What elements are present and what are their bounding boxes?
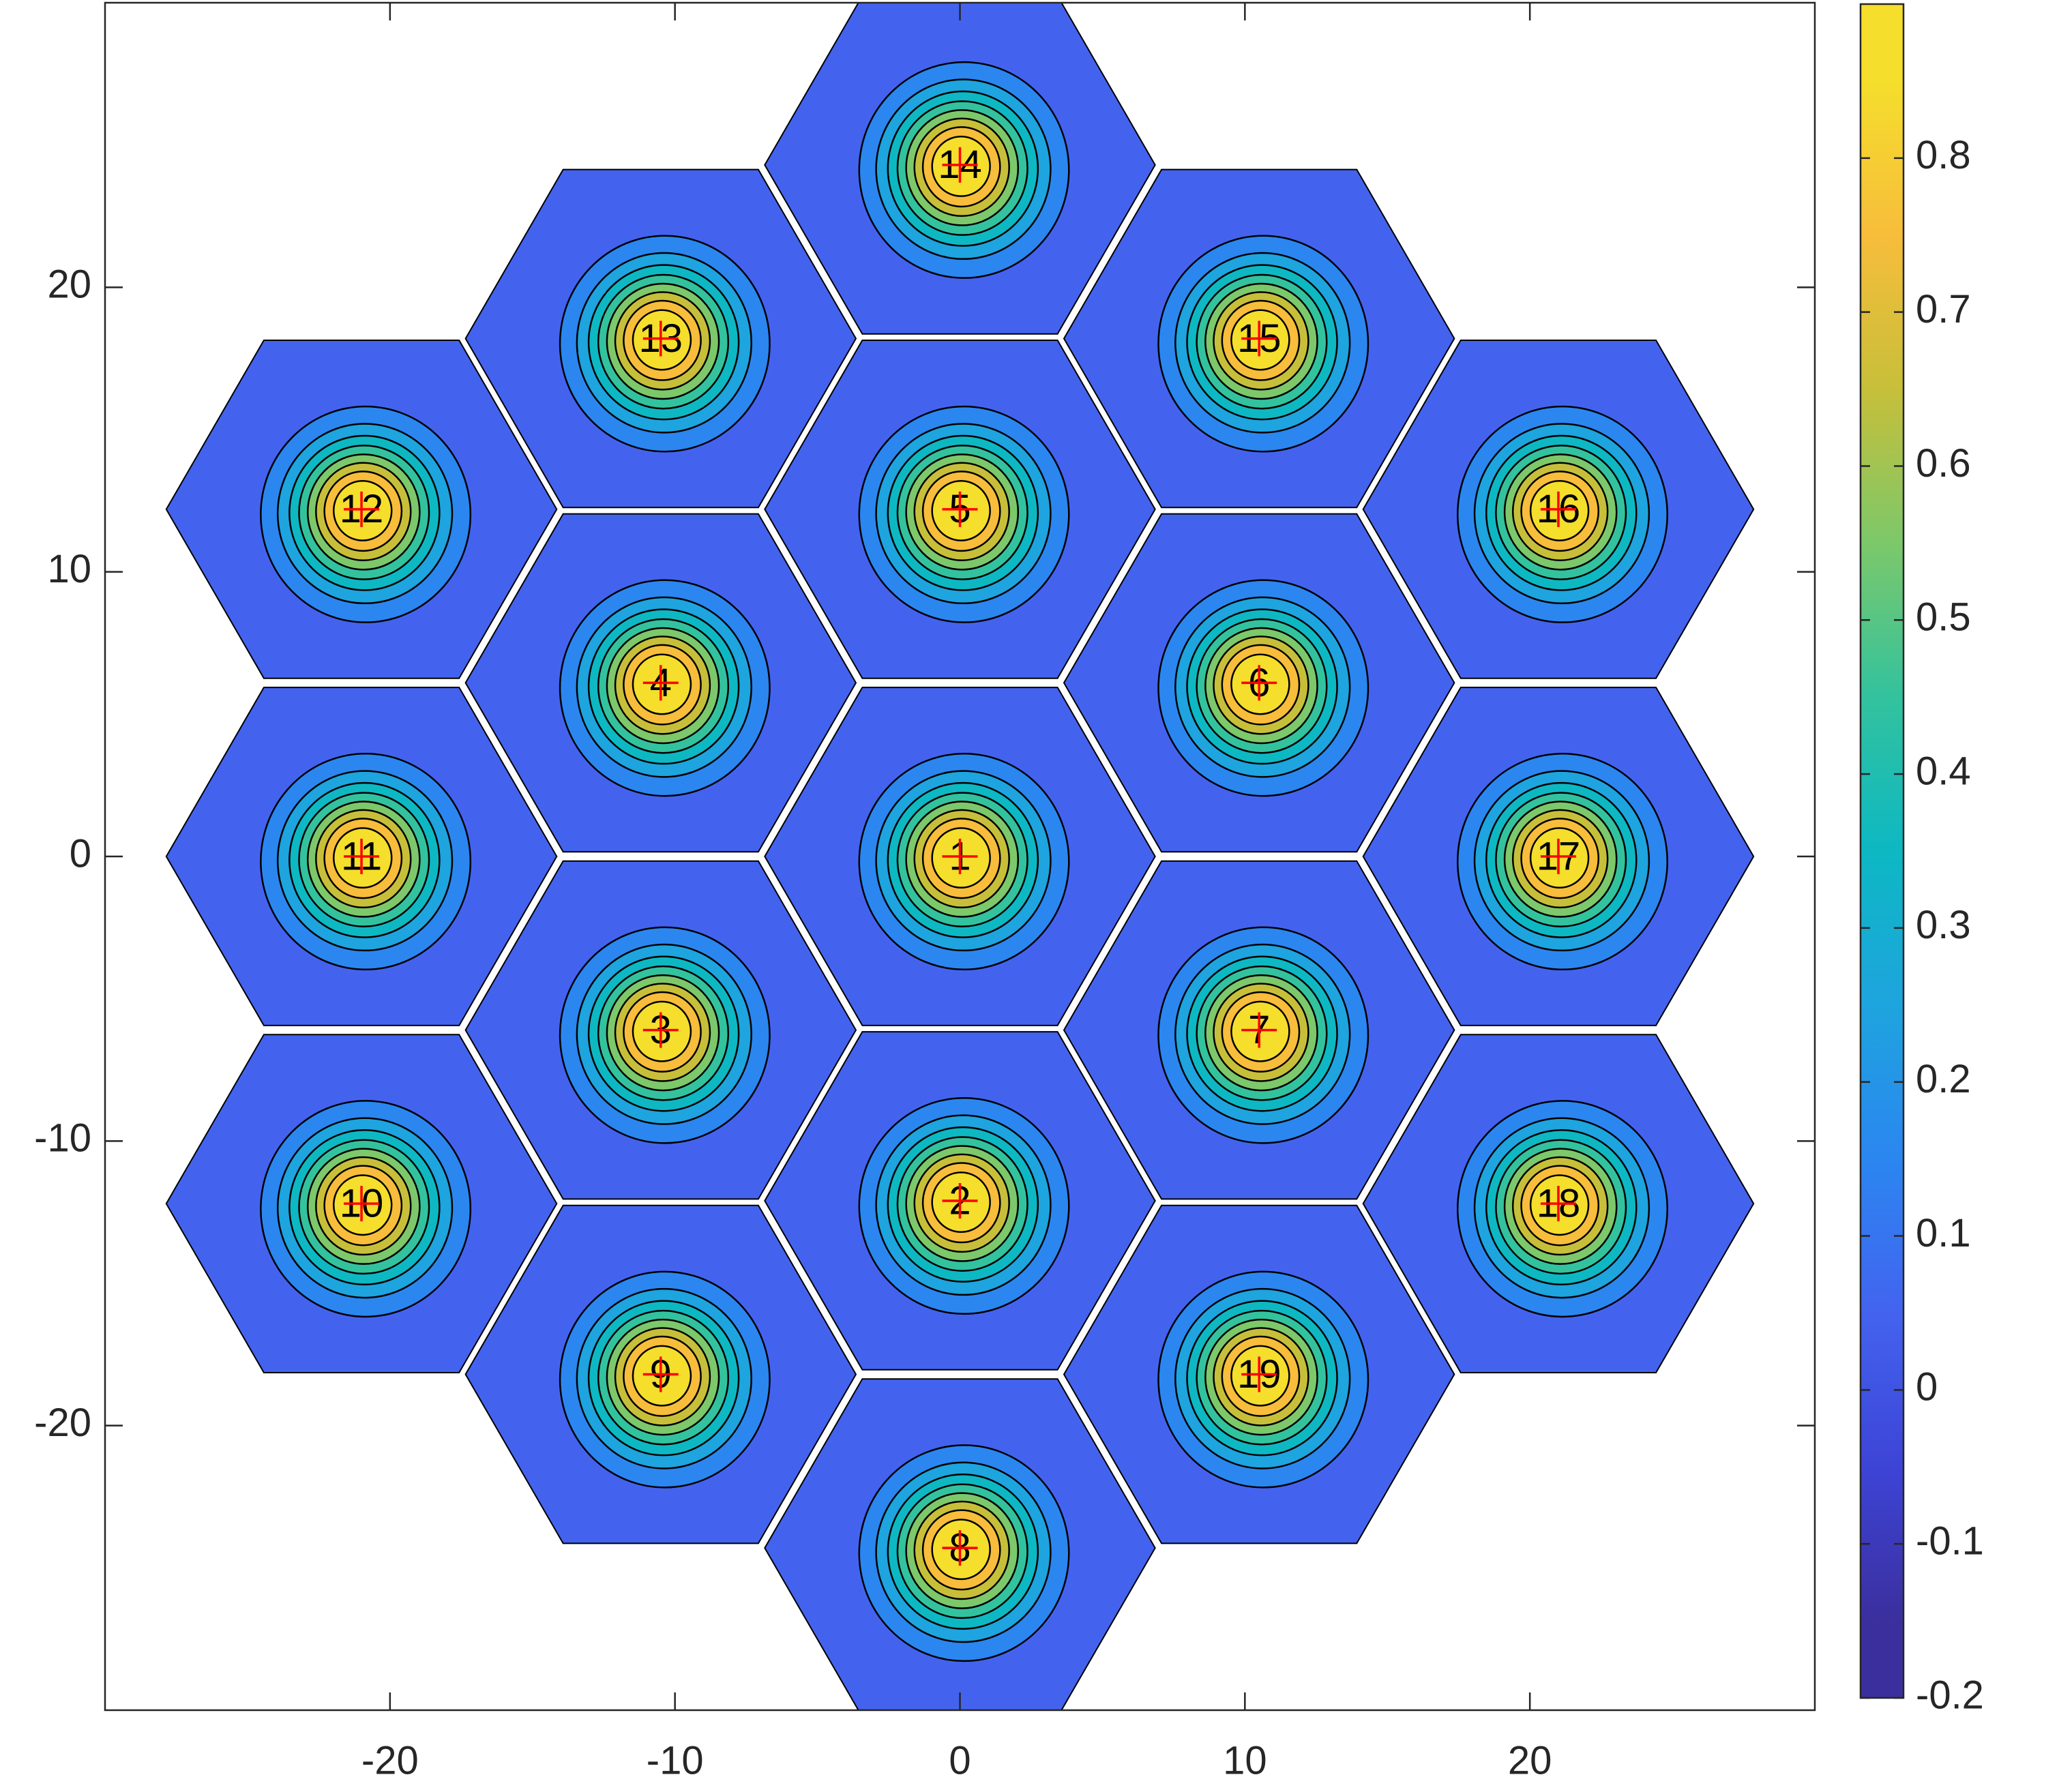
center-marker xyxy=(942,147,978,183)
colorbar-tick-label: 0.1 xyxy=(1916,1211,1971,1255)
center-marker xyxy=(344,839,380,874)
center-marker xyxy=(344,491,380,527)
center-marker xyxy=(642,1012,679,1048)
center-marker xyxy=(942,491,978,527)
center-marker xyxy=(642,1356,679,1392)
center-marker xyxy=(1241,665,1277,701)
center-marker xyxy=(1241,1012,1277,1048)
colorbar xyxy=(1859,3,1905,1699)
center-marker xyxy=(642,665,679,701)
center-marker xyxy=(1540,491,1576,527)
x-tick-label: -20 xyxy=(361,1738,419,1782)
colorbar-tick-label: 0 xyxy=(1916,1365,1938,1409)
center-marker xyxy=(344,1186,380,1222)
colorbar-tick-label: 0.6 xyxy=(1916,441,1971,486)
colorbar-tick-label: -0.1 xyxy=(1916,1519,1984,1564)
x-tick-label: -10 xyxy=(647,1738,704,1782)
center-marker xyxy=(642,320,679,357)
center-marker xyxy=(942,1182,978,1219)
colorbar-tick-label: 0.5 xyxy=(1916,595,1971,640)
center-marker xyxy=(1540,1186,1576,1222)
colorbar-tick-label: 0.7 xyxy=(1916,287,1971,331)
colorbar-tick-label: -0.2 xyxy=(1916,1673,1984,1717)
center-marker xyxy=(1540,839,1576,874)
x-tick-label: 20 xyxy=(1508,1738,1552,1782)
colorbar-tick-label: 0.8 xyxy=(1916,133,1971,177)
x-tick-label: 0 xyxy=(949,1738,971,1782)
center-marker xyxy=(1241,320,1277,357)
colorbar-tick-label: 0.4 xyxy=(1916,749,1971,793)
y-tick-label: -20 xyxy=(34,1401,91,1445)
colorbar-tick-label: 0.2 xyxy=(1916,1057,1971,1101)
colorbar-tick-label: 0.3 xyxy=(1916,903,1971,947)
y-tick-label: 0 xyxy=(70,831,91,876)
y-tick-label: 10 xyxy=(47,547,91,591)
y-tick-label: 20 xyxy=(47,263,91,307)
center-marker xyxy=(942,1530,978,1566)
y-tick-label: -10 xyxy=(34,1116,91,1161)
x-tick-label: 10 xyxy=(1223,1738,1267,1782)
center-marker xyxy=(1241,1356,1277,1392)
center-marker xyxy=(942,839,978,874)
